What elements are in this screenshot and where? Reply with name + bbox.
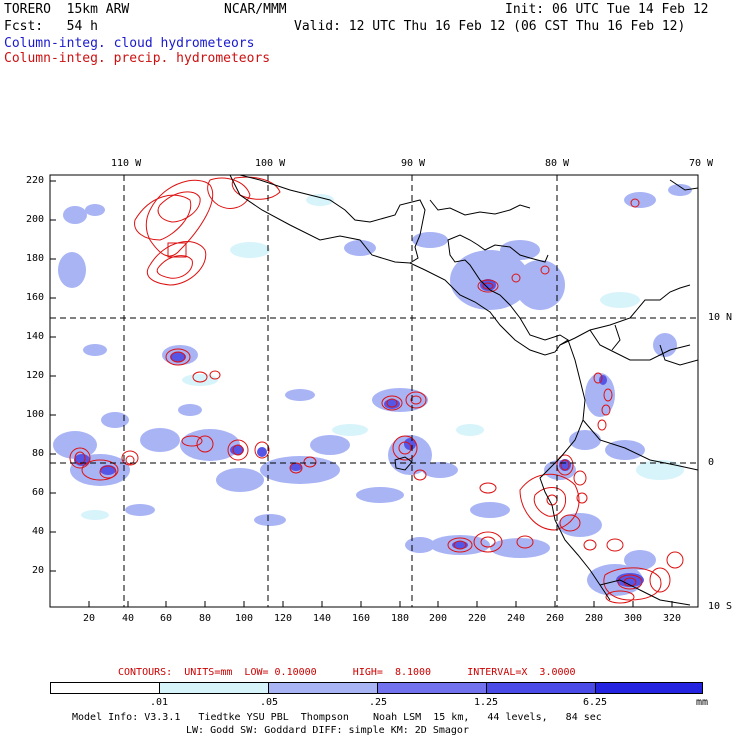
y-tick-label: 100	[26, 409, 45, 420]
colorbar-segment	[50, 682, 160, 694]
model-title: TORERO 15km ARW	[4, 2, 130, 17]
forecast-hour: Fcst: 54 h	[4, 19, 98, 34]
x-tick-label: 40	[122, 613, 135, 624]
x-tick-label: 240	[507, 613, 526, 624]
colorbar-segment	[377, 682, 487, 694]
x-tick-label: 220	[468, 613, 487, 624]
center-title: NCAR/MMM	[224, 2, 287, 17]
x-tick-label: 280	[585, 613, 604, 624]
map-frame	[49, 174, 699, 608]
lon-label-80w: 80 W	[545, 158, 570, 169]
model-info-line2: LW: Godd SW: Goddard DIFF: simple KM: 2D…	[186, 725, 469, 736]
legend-cloud: Column-integ. cloud hydrometeors	[4, 36, 255, 51]
lat-label-10n: 10 N	[708, 312, 733, 323]
valid-time: Valid: 12 UTC Thu 16 Feb 12 (06 CST Thu …	[294, 19, 686, 34]
colorbar-segment	[159, 682, 269, 694]
x-tick-label: 20	[83, 613, 96, 624]
y-tick-label: 140	[26, 331, 45, 342]
init-time: Init: 06 UTC Tue 14 Feb 12	[505, 2, 709, 17]
x-tick-label: 320	[663, 613, 682, 624]
coastlines	[229, 175, 698, 606]
lat-label-eq: 0	[708, 457, 715, 468]
y-tick-label: 60	[32, 487, 45, 498]
colorbar-segment	[486, 682, 596, 694]
cloud-field-faint	[81, 194, 684, 520]
x-tick-label: 200	[429, 613, 448, 624]
colorbar-segment	[268, 682, 378, 694]
x-tick-label: 60	[160, 613, 173, 624]
axis-ticks	[50, 180, 673, 607]
colorbar-label: .05	[260, 697, 279, 708]
x-tick-label: 80	[199, 613, 212, 624]
y-tick-label: 220	[26, 175, 45, 186]
x-tick-label: 160	[352, 613, 371, 624]
precip-contours	[69, 176, 684, 604]
lat-label-10s: 10 S	[708, 601, 733, 612]
cloud-field	[53, 184, 692, 596]
x-tick-label: 120	[274, 613, 293, 624]
colorbar-segment	[595, 682, 703, 694]
x-tick-label: 260	[546, 613, 565, 624]
colorbar-label: 1.25	[474, 697, 499, 708]
x-tick-label: 180	[391, 613, 410, 624]
lon-label-100w: 100 W	[255, 158, 286, 169]
contour-info: CONTOURS: UNITS=mm LOW= 0.10000 HIGH= 8.…	[118, 667, 576, 678]
y-tick-label: 180	[26, 253, 45, 264]
x-tick-label: 100	[235, 613, 254, 624]
legend-precip: Column-integ. precip. hydrometeors	[4, 51, 271, 66]
y-tick-label: 80	[32, 448, 45, 459]
colorbar-label: .25	[369, 697, 388, 708]
lon-label-90w: 90 W	[401, 158, 426, 169]
y-tick-label: 200	[26, 214, 45, 225]
lon-label-70w: 70 W	[689, 158, 714, 169]
y-tick-label: 20	[32, 565, 45, 576]
y-tick-label: 160	[26, 292, 45, 303]
x-tick-label: 140	[313, 613, 332, 624]
y-tick-label: 40	[32, 526, 45, 537]
colorbar-label: .01	[150, 697, 169, 708]
colorbar-unit: mm	[696, 697, 709, 708]
model-info-line1: Model Info: V3.3.1 Tiedtke YSU PBL Thomp…	[72, 712, 602, 723]
x-tick-label: 300	[624, 613, 643, 624]
lat-lon-grid	[50, 175, 698, 607]
colorbar-label: 6.25	[583, 697, 608, 708]
y-tick-label: 120	[26, 370, 45, 381]
lon-label-110w: 110 W	[111, 158, 142, 169]
